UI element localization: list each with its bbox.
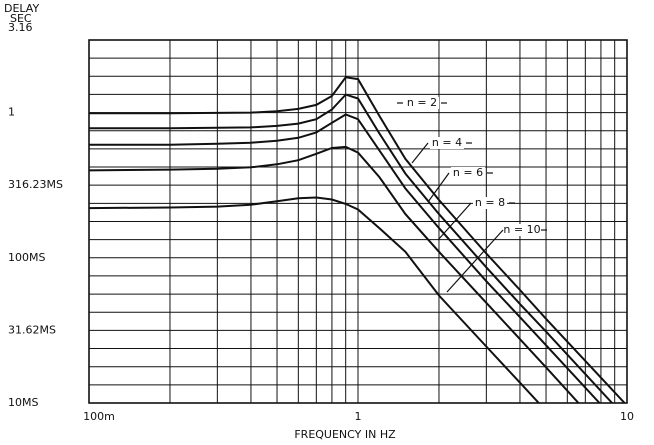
label-bg [505,224,539,236]
series-label: n = 10 [503,223,540,236]
x-tick-label: 1 [355,410,362,423]
label-bg [473,197,507,209]
curve [89,196,540,403]
curve [89,145,580,403]
plot-area [89,76,626,403]
y-axis-label: SEC [10,12,32,25]
series-label: n = 2 [407,96,437,109]
x-tick-label: 10 [620,410,634,423]
curve [89,113,601,403]
y-tick-label: 1 [8,106,15,119]
curve [89,93,613,403]
y-tick-label: 31.62MS [8,323,56,336]
series-label: n = 6 [453,166,483,179]
curve [89,76,626,403]
x-axis-label: FREQUENCY IN HZ [294,428,396,441]
series-label: n = 4 [432,136,462,149]
plot-frame [88,39,628,404]
x-tick-label: 100m [83,410,115,423]
label-bg [405,97,439,109]
leader-line [437,202,472,241]
leader-line [427,172,450,203]
label-bg [451,167,485,179]
label-bg [430,137,464,149]
y-tick-label: 316.23MS [8,178,63,191]
y-tick-label: 3.16 [8,21,33,34]
series-label: n = 8 [475,196,505,209]
y-tick-label: 100MS [8,251,45,264]
y-tick-label: 10MS [8,396,38,409]
y-axis-label: DELAY [4,2,39,15]
leader-line [446,229,504,293]
leader-line [411,142,429,164]
